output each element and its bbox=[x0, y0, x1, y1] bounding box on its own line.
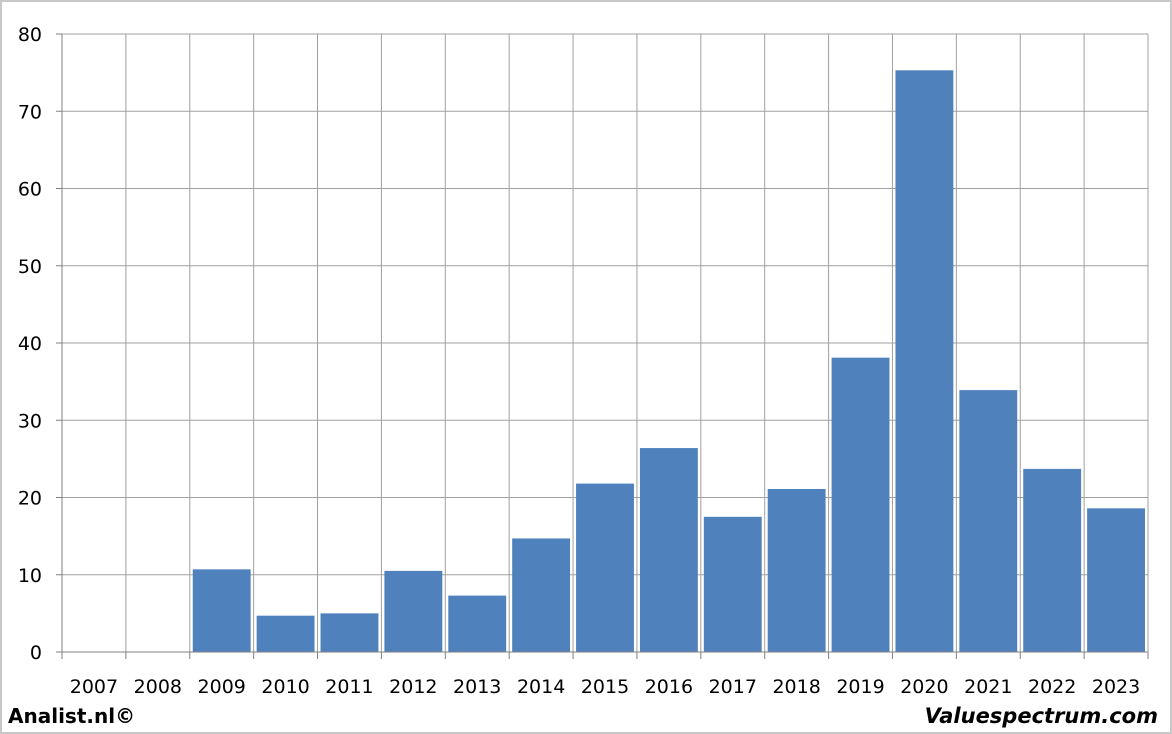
bar-2014 bbox=[512, 538, 571, 652]
grid-lines bbox=[62, 33, 1149, 652]
x-tick-label: 2019 bbox=[836, 676, 884, 698]
x-tick-label: 2010 bbox=[261, 676, 309, 698]
y-tick-label: 80 bbox=[18, 24, 42, 46]
x-tick-label: 2015 bbox=[581, 676, 629, 698]
x-tick-label: 2014 bbox=[517, 676, 565, 698]
bar-2015 bbox=[576, 483, 634, 652]
x-tick-label: 2021 bbox=[964, 676, 1012, 698]
bar-2017 bbox=[703, 516, 762, 652]
x-tick-label: 2022 bbox=[1028, 676, 1076, 698]
x-tick-label: 2017 bbox=[709, 676, 757, 698]
x-tick-label: 2018 bbox=[772, 676, 820, 698]
footer-left-watermark: Analist.nl© bbox=[8, 704, 136, 728]
x-tick-label: 2013 bbox=[453, 676, 501, 698]
y-tick-label: 30 bbox=[18, 410, 42, 432]
bar-2009 bbox=[192, 569, 251, 652]
bar-2020 bbox=[895, 70, 954, 653]
x-tick-label: 2020 bbox=[900, 676, 948, 698]
y-tick-labels: 0 10 20 30 40 50 60 70 80 bbox=[18, 24, 42, 664]
bar-2011 bbox=[320, 613, 379, 652]
bar-2021 bbox=[959, 390, 1018, 652]
bar-2010 bbox=[256, 615, 315, 652]
bars bbox=[192, 70, 1145, 653]
bar-2016 bbox=[639, 448, 698, 652]
bar-2019 bbox=[831, 357, 890, 652]
bar-2018 bbox=[767, 489, 826, 652]
x-tick-label: 2012 bbox=[389, 676, 437, 698]
y-tick-label: 50 bbox=[18, 256, 42, 278]
bar-2022 bbox=[1023, 468, 1082, 652]
y-tick-label: 40 bbox=[18, 333, 42, 355]
footer-right-watermark: Valuespectrum.com bbox=[924, 704, 1158, 728]
bar-2023 bbox=[1087, 508, 1145, 652]
y-tick-label: 0 bbox=[30, 642, 42, 664]
bar-2013 bbox=[448, 595, 507, 652]
y-tick-label: 60 bbox=[18, 179, 42, 201]
y-tick-label: 20 bbox=[18, 488, 42, 510]
x-tick-label: 2007 bbox=[70, 676, 118, 698]
x-tick-label: 2016 bbox=[645, 676, 693, 698]
x-tick-labels: 2007 2008 2009 2010 2011 2012 2013 2014 2015 2016… bbox=[70, 676, 1140, 698]
x-tick-label: 2008 bbox=[134, 676, 182, 698]
axes bbox=[56, 33, 1149, 659]
x-tick-label: 2011 bbox=[325, 676, 373, 698]
x-tick-label: 2009 bbox=[198, 676, 246, 698]
bar-2012 bbox=[384, 570, 443, 652]
y-tick-label: 70 bbox=[18, 101, 42, 123]
y-tick-label: 10 bbox=[18, 565, 42, 587]
x-tick-label: 2023 bbox=[1092, 676, 1140, 698]
